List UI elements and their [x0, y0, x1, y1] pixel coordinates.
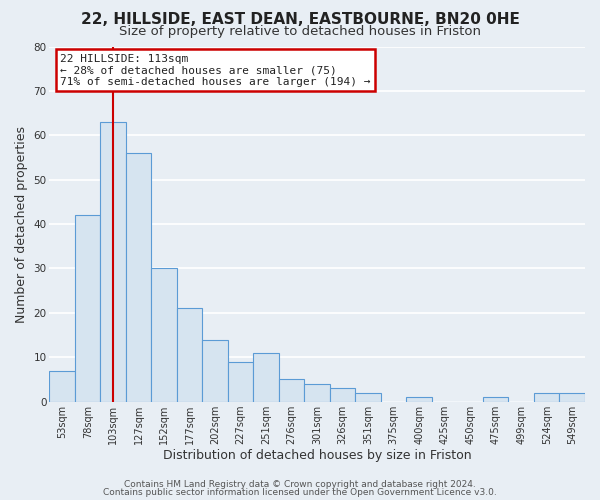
- Y-axis label: Number of detached properties: Number of detached properties: [15, 126, 28, 322]
- Text: 22, HILLSIDE, EAST DEAN, EASTBOURNE, BN20 0HE: 22, HILLSIDE, EAST DEAN, EASTBOURNE, BN2…: [80, 12, 520, 28]
- Bar: [406, 397, 432, 402]
- Text: Contains HM Land Registry data © Crown copyright and database right 2024.: Contains HM Land Registry data © Crown c…: [124, 480, 476, 489]
- Bar: [202, 340, 228, 402]
- Bar: [355, 393, 381, 402]
- Bar: [151, 268, 177, 402]
- Text: 22 HILLSIDE: 113sqm
← 28% of detached houses are smaller (75)
71% of semi-detach: 22 HILLSIDE: 113sqm ← 28% of detached ho…: [60, 54, 371, 87]
- Bar: [304, 384, 330, 402]
- Bar: [253, 353, 279, 402]
- Bar: [177, 308, 202, 402]
- Text: Contains public sector information licensed under the Open Government Licence v3: Contains public sector information licen…: [103, 488, 497, 497]
- Bar: [279, 380, 304, 402]
- Bar: [126, 153, 151, 402]
- Bar: [559, 393, 585, 402]
- Bar: [228, 362, 253, 402]
- Bar: [330, 388, 355, 402]
- Text: Size of property relative to detached houses in Friston: Size of property relative to detached ho…: [119, 25, 481, 38]
- Bar: [483, 397, 508, 402]
- Bar: [534, 393, 559, 402]
- Bar: [75, 215, 100, 402]
- Bar: [49, 370, 75, 402]
- Bar: [100, 122, 126, 402]
- X-axis label: Distribution of detached houses by size in Friston: Distribution of detached houses by size …: [163, 450, 472, 462]
